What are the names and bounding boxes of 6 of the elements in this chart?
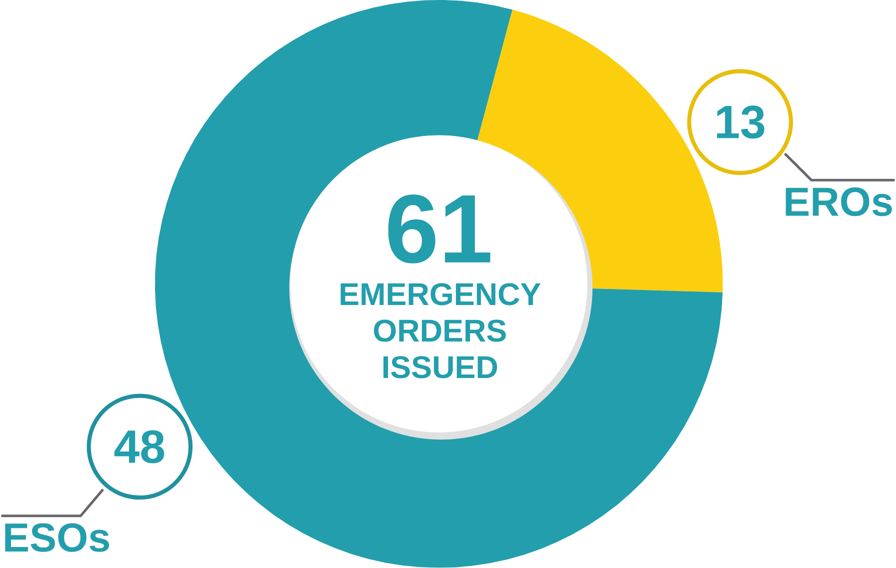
text: EMERGENCY ORDERS ISSUED [340, 283, 541, 378]
data-label: 48 [114, 430, 164, 464]
slice-label: ESOs [5, 523, 110, 552]
slice-label: EROs [786, 187, 892, 216]
text: 61 [388, 194, 490, 264]
data-label: 13 [717, 106, 764, 139]
